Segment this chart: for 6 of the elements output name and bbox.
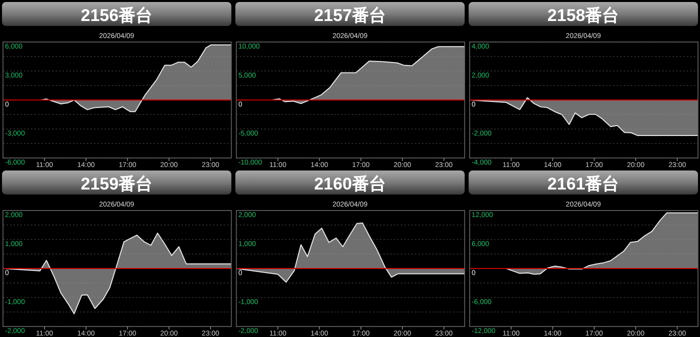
chart-title: 2160番台 bbox=[314, 174, 386, 194]
chart-title: 2157番台 bbox=[314, 6, 386, 25]
chart-title: 2161番台 bbox=[547, 174, 620, 194]
chart-title: 2156番台 bbox=[80, 6, 153, 25]
chart-title: 2158番台 bbox=[547, 6, 620, 25]
chart-title: 2159番台 bbox=[80, 174, 153, 194]
